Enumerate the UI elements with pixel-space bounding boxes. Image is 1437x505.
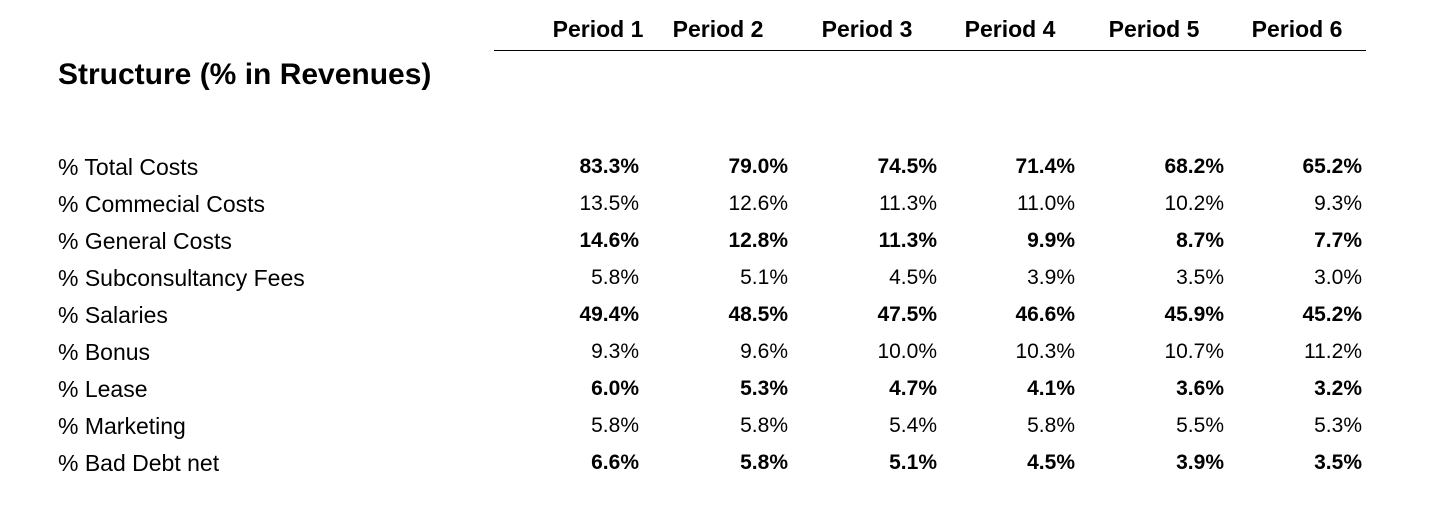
value-cell: 9.6% [740, 340, 788, 363]
value-cell: 11.0% [1017, 192, 1075, 215]
value-cell: 5.4% [889, 414, 937, 437]
row-label: % Total Costs [58, 154, 199, 180]
period-header-row: Period 1 Period 2 Period 3 Period 4 Peri… [494, 12, 1366, 51]
value-cell: 83.3% [579, 155, 639, 178]
period-6-header: Period 6 [1251, 16, 1343, 42]
period-1-header: Period 1 [552, 16, 644, 42]
value-cell: 14.6% [579, 229, 639, 252]
table-row: % Lease 6.0% 5.3% 4.7% 4.1% 3.6% 3.2% [0, 376, 1437, 413]
value-cell: 5.8% [591, 414, 639, 437]
value-cell: 9.3% [591, 340, 639, 363]
row-label: % Marketing [58, 413, 186, 439]
value-cell: 79.0% [728, 155, 788, 178]
period-3-header: Period 3 [821, 16, 913, 42]
value-cell: 5.8% [740, 414, 788, 437]
value-cell: 3.0% [1314, 266, 1362, 289]
value-cell: 68.2% [1164, 155, 1224, 178]
value-cell: 4.1% [1027, 377, 1075, 400]
value-cell: 11.3% [878, 229, 937, 252]
table-row: % General Costs 14.6% 12.8% 11.3% 9.9% 8… [0, 228, 1437, 265]
value-cell: 9.3% [1314, 192, 1362, 215]
row-label: % Salaries [58, 302, 168, 328]
value-cell: 46.6% [1015, 303, 1075, 326]
value-cell: 3.9% [1176, 451, 1224, 474]
value-cell: 5.8% [591, 266, 639, 289]
row-label: % Lease [58, 376, 148, 402]
value-cell: 48.5% [728, 303, 788, 326]
period-4-header: Period 4 [964, 16, 1056, 42]
value-cell: 11.3% [879, 192, 937, 215]
value-cell: 5.8% [740, 451, 788, 474]
table-row: % Bad Debt net 6.6% 5.8% 5.1% 4.5% 3.9% … [0, 450, 1437, 487]
value-cell: 5.3% [1314, 414, 1362, 437]
table-row: % Total Costs 83.3% 79.0% 74.5% 71.4% 68… [0, 154, 1437, 191]
value-cell: 5.3% [740, 377, 788, 400]
row-label: % Commecial Costs [58, 191, 266, 217]
row-label: % General Costs [58, 228, 232, 254]
table-row: % Subconsultancy Fees 5.8% 5.1% 4.5% 3.9… [0, 265, 1437, 302]
value-cell: 45.9% [1164, 303, 1224, 326]
value-cell: 71.4% [1015, 155, 1075, 178]
value-cell: 4.5% [1027, 451, 1075, 474]
value-cell: 3.9% [1027, 266, 1075, 289]
value-cell: 6.6% [591, 451, 639, 474]
period-2-header: Period 2 [672, 16, 764, 42]
value-cell: 13.5% [579, 192, 639, 215]
value-cell: 9.9% [1027, 229, 1075, 252]
value-cell: 3.2% [1314, 377, 1362, 400]
value-cell: 45.2% [1302, 303, 1362, 326]
value-cell: 12.8% [728, 229, 788, 252]
value-cell: 5.5% [1176, 414, 1224, 437]
value-cell: 3.5% [1314, 451, 1362, 474]
section-title: Structure (% in Revenues) [58, 58, 432, 91]
table-row: % Marketing 5.8% 5.8% 5.4% 5.8% 5.5% 5.3… [0, 413, 1437, 450]
value-cell: 3.6% [1176, 377, 1224, 400]
table-row: % Commecial Costs 13.5% 12.6% 11.3% 11.0… [0, 191, 1437, 228]
period-5-header: Period 5 [1108, 16, 1200, 42]
value-cell: 47.5% [877, 303, 937, 326]
value-cell: 7.7% [1314, 229, 1362, 252]
row-label: % Subconsultancy Fees [58, 265, 305, 291]
value-cell: 11.2% [1304, 340, 1362, 363]
value-cell: 65.2% [1302, 155, 1362, 178]
row-label: % Bad Debt net [58, 450, 220, 476]
value-cell: 4.5% [889, 266, 937, 289]
value-cell: 5.1% [740, 266, 788, 289]
table-row: % Bonus 9.3% 9.6% 10.0% 10.3% 10.7% 11.2… [0, 339, 1437, 376]
value-cell: 10.7% [1164, 340, 1224, 363]
row-label: % Bonus [58, 339, 151, 365]
value-cell: 49.4% [579, 303, 639, 326]
value-cell: 3.5% [1176, 266, 1224, 289]
value-cell: 10.3% [1015, 340, 1075, 363]
value-cell: 5.1% [889, 451, 937, 474]
value-cell: 5.8% [1027, 414, 1075, 437]
value-cell: 6.0% [591, 377, 639, 400]
value-cell: 8.7% [1176, 229, 1224, 252]
table-row: % Salaries 49.4% 48.5% 47.5% 46.6% 45.9%… [0, 302, 1437, 339]
value-cell: 12.6% [728, 192, 788, 215]
value-cell: 10.2% [1164, 192, 1224, 215]
value-cell: 74.5% [877, 155, 937, 178]
value-cell: 10.0% [877, 340, 937, 363]
value-cell: 4.7% [889, 377, 937, 400]
